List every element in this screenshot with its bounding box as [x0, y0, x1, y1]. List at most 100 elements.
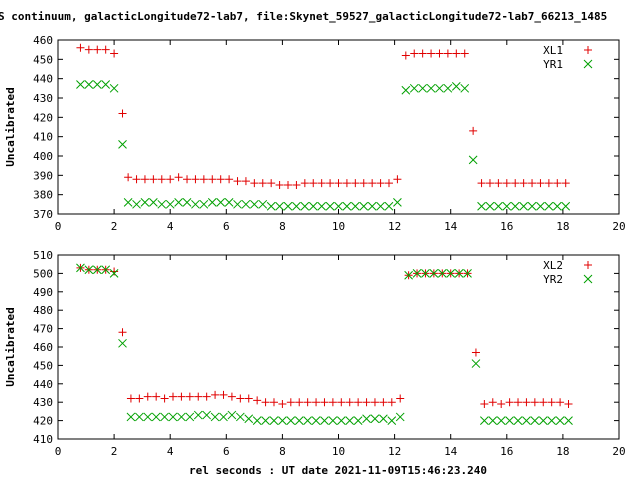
y-tick-label: 460 — [33, 341, 53, 354]
data-point — [370, 398, 379, 407]
data-point — [261, 398, 270, 407]
data-point — [496, 416, 506, 425]
x-tick-label: 18 — [556, 445, 569, 458]
data-point — [396, 394, 405, 403]
data-point — [368, 179, 377, 188]
data-point — [460, 83, 470, 93]
data-point — [166, 175, 175, 184]
x-tick-label: 12 — [388, 220, 401, 233]
data-point — [266, 201, 276, 211]
data-point — [267, 179, 276, 188]
data-point — [387, 416, 397, 425]
data-point — [157, 175, 166, 184]
data-point — [202, 410, 212, 420]
data-point — [126, 394, 135, 403]
data-point — [544, 201, 554, 211]
data-point — [317, 179, 326, 188]
data-point — [351, 179, 360, 188]
data-point — [84, 45, 93, 54]
data-point — [193, 410, 203, 420]
data-point — [300, 201, 310, 211]
data-point — [513, 416, 523, 425]
y-tick-label: 470 — [33, 323, 53, 336]
data-point — [488, 416, 498, 425]
x-tick-label: 0 — [55, 220, 62, 233]
data-point — [177, 392, 186, 401]
data-point — [435, 83, 444, 93]
x-tick-label: 20 — [612, 220, 625, 233]
data-point — [502, 179, 511, 188]
y-tick-label: 380 — [33, 189, 53, 202]
data-point — [126, 412, 136, 422]
y-tick-label: 420 — [33, 415, 53, 428]
data-point — [191, 199, 200, 209]
data-point — [169, 392, 178, 401]
data-point — [84, 80, 94, 89]
data-point — [110, 267, 119, 276]
data-point — [477, 201, 486, 211]
data-point — [261, 416, 270, 425]
data-point — [109, 83, 119, 93]
data-point — [522, 416, 531, 425]
data-point — [194, 392, 203, 401]
x-tick-label: 10 — [332, 220, 345, 233]
data-point — [207, 198, 217, 207]
data-point — [564, 400, 573, 409]
data-point — [384, 201, 394, 211]
legend-marker — [584, 261, 592, 269]
data-point — [376, 179, 385, 188]
data-point — [132, 199, 141, 209]
y-tick-label: 430 — [33, 396, 53, 409]
y-tick-label: 440 — [33, 378, 53, 391]
data-point — [452, 49, 461, 58]
data-point — [140, 198, 150, 207]
data-point — [258, 179, 267, 188]
data-point — [334, 179, 343, 188]
legend-marker — [583, 274, 593, 284]
legend-marker — [584, 46, 592, 54]
data-point — [269, 398, 278, 407]
data-point — [168, 412, 178, 422]
data-point — [177, 412, 186, 422]
data-point — [300, 179, 309, 188]
data-point — [216, 198, 226, 207]
data-point — [561, 179, 570, 188]
data-point — [275, 201, 284, 211]
data-point — [418, 49, 427, 58]
x-tick-label: 4 — [167, 445, 174, 458]
data-point — [149, 175, 158, 184]
data-point — [135, 394, 144, 403]
data-point — [92, 80, 102, 89]
data-point — [328, 416, 338, 425]
x-axis-label: rel seconds : UT date 2021-11-09T15:46:2… — [189, 464, 487, 477]
y-tick-label: 390 — [33, 169, 53, 182]
data-point — [528, 179, 537, 188]
data-point — [376, 201, 385, 211]
data-point — [132, 175, 141, 184]
data-point — [418, 83, 428, 93]
data-point — [185, 392, 194, 401]
data-point — [303, 398, 312, 407]
data-point — [219, 390, 228, 399]
data-point — [320, 416, 329, 425]
data-point — [387, 398, 396, 407]
y-tick-label: 410 — [33, 433, 53, 446]
data-point — [345, 398, 354, 407]
data-point — [92, 265, 102, 275]
data-point — [379, 414, 388, 424]
data-point — [101, 45, 110, 54]
data-point — [443, 49, 452, 58]
data-point — [552, 201, 562, 211]
x-tick-label: 4 — [167, 220, 174, 233]
data-point — [269, 416, 279, 425]
data-point — [76, 80, 85, 89]
data-point — [241, 199, 251, 209]
data-point — [485, 179, 494, 188]
data-point — [435, 49, 444, 58]
data-point — [564, 416, 573, 425]
data-point — [123, 198, 133, 207]
data-point — [320, 398, 329, 407]
data-point — [225, 175, 234, 184]
data-point — [326, 179, 335, 188]
data-point — [527, 201, 537, 211]
